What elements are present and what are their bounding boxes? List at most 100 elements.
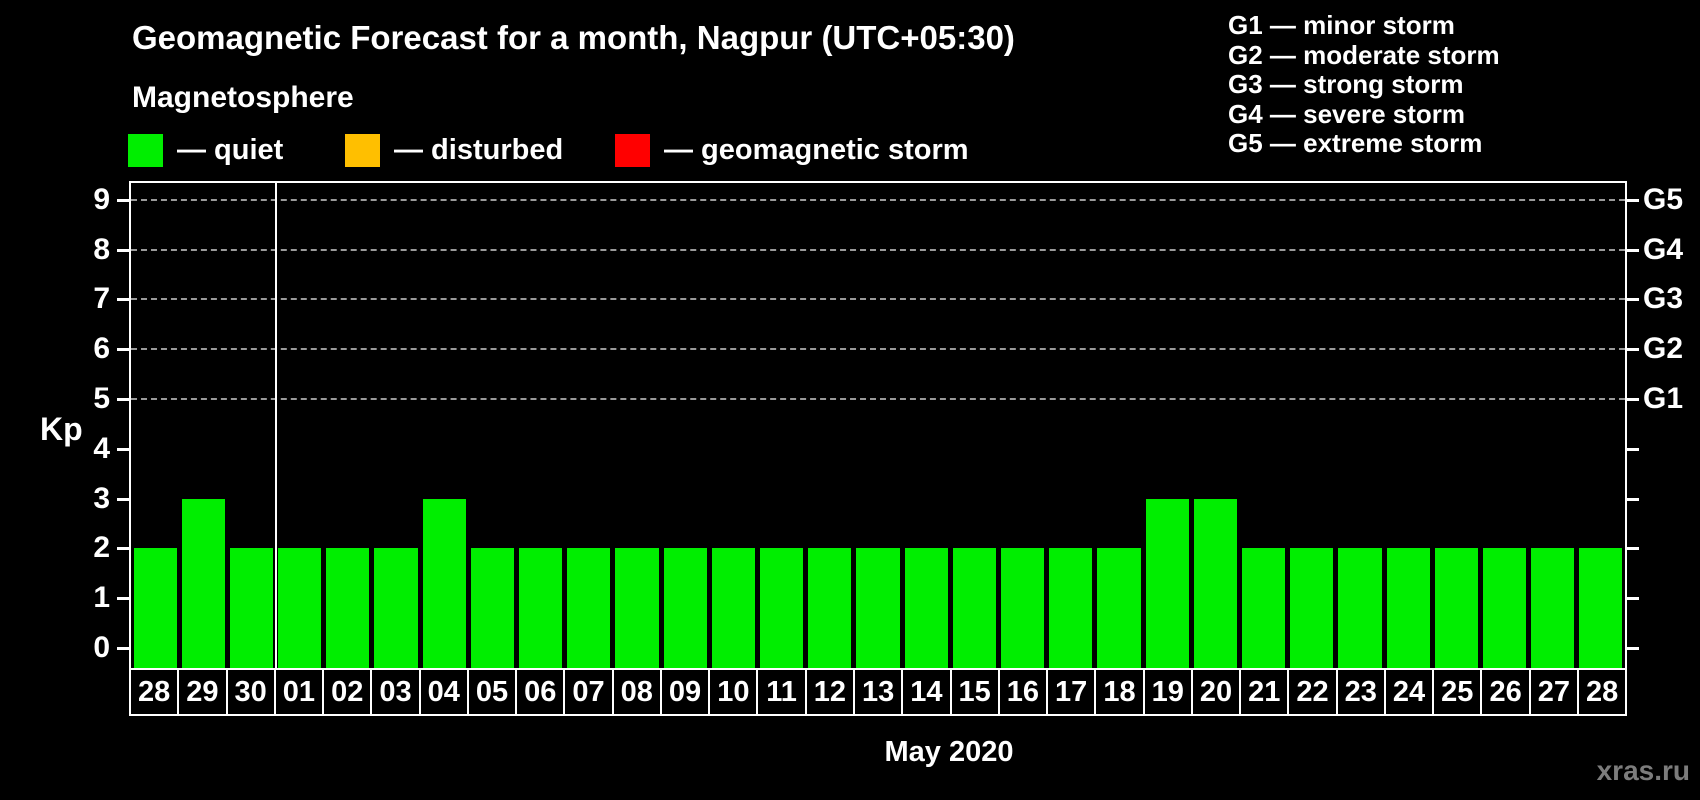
kp-bar (1049, 548, 1093, 668)
legend-label-geomagnetic-storm: — geomagnetic storm (664, 133, 969, 166)
right-axis-label-g4: G4 (1643, 232, 1684, 266)
legend-label-disturbed: — disturbed (394, 133, 564, 166)
right-axis-tick (1627, 547, 1639, 551)
right-axis-tick (1627, 198, 1639, 202)
kp-bar (904, 548, 948, 668)
storm-scale-legend: G1 — minor storm G2 — moderate storm G3 — … (1228, 10, 1500, 159)
y-axis-label: 5 (93, 382, 110, 415)
y-axis-tick (117, 298, 129, 302)
gridline-kp-8 (131, 248, 1625, 251)
kp-bar (278, 548, 322, 668)
disturbed-swatch (345, 133, 380, 167)
y-axis-label: 6 (93, 332, 110, 366)
day-label: 01 (273, 670, 322, 714)
right-axis-label-g2: G2 (1643, 332, 1684, 366)
right-axis-tick (1627, 248, 1639, 252)
y-axis-label: 2 (93, 531, 110, 565)
chart-title: Geomagnetic Forecast for a month, Nagpur… (132, 19, 1015, 56)
day-label: 12 (804, 670, 853, 714)
y-axis-title: Kp (40, 411, 83, 447)
day-label: 03 (370, 670, 418, 714)
x-axis-title: May 2020 (884, 736, 1014, 768)
kp-bar (326, 548, 370, 668)
y-axis-tick (117, 248, 129, 252)
kp-bar (1386, 548, 1430, 668)
day-label: 02 (322, 670, 370, 714)
kp-bar (1579, 548, 1623, 668)
right-axis-tick (1627, 647, 1639, 650)
y-axis-tick (117, 447, 129, 451)
day-label: 13 (852, 670, 901, 714)
right-axis-label-g3: G3 (1643, 282, 1684, 316)
y-axis-tick (117, 597, 129, 601)
kp-bar (808, 548, 852, 668)
geomagnetic-storm-swatch (615, 133, 650, 167)
y-axis-tick (117, 398, 129, 401)
storm-scale-line-3: G3 — strong storm (1228, 69, 1464, 100)
day-label: 24 (1383, 670, 1432, 714)
day-label: 30 (225, 670, 274, 714)
gridline-kp-7 (131, 298, 1625, 301)
y-axis-tick (117, 348, 129, 352)
legend-item-quiet: — quiet (128, 133, 283, 167)
day-label: 16 (997, 670, 1046, 714)
kp-bar (1097, 548, 1141, 668)
y-axis-label: 0 (93, 631, 110, 664)
day-label: 29 (177, 670, 225, 714)
storm-scale-line-4: G4 — severe storm (1228, 98, 1466, 129)
y-axis-label: 3 (93, 481, 110, 515)
kp-bar (567, 548, 611, 668)
kp-bar (519, 548, 563, 668)
kp-bar (663, 548, 707, 668)
kp-bar (1145, 498, 1189, 668)
kp-bar (229, 548, 274, 668)
right-axis-tick (1627, 597, 1639, 601)
month-separator-line (274, 183, 277, 668)
magnetosphere-label: Magnetosphere (132, 81, 354, 114)
right-axis-tick (1627, 348, 1639, 352)
day-label: 21 (1239, 670, 1287, 714)
y-axis-label: 8 (93, 232, 110, 266)
day-label: 06 (515, 670, 563, 714)
day-label: 19 (1142, 670, 1191, 714)
day-label: 25 (1432, 670, 1480, 714)
kp-bar (1290, 548, 1334, 668)
gridline-kp-6 (131, 348, 1625, 351)
quiet-swatch (128, 133, 163, 167)
gridline-kp-9 (131, 198, 1625, 201)
right-axis-label-g1: G1 (1643, 382, 1684, 415)
right-axis-tick (1627, 298, 1639, 302)
kp-bar (760, 548, 804, 668)
watermark: xras.ru (1596, 755, 1690, 786)
storm-scale-line-2: G2 — moderate storm (1228, 39, 1500, 70)
legend-label-quiet: — quiet (177, 133, 284, 166)
storm-scale-line-5: G5 — extreme storm (1228, 128, 1483, 159)
day-label: 23 (1335, 670, 1384, 714)
kp-bar (1531, 548, 1575, 668)
day-label: 08 (611, 670, 660, 714)
kp-bar (1482, 548, 1527, 668)
legend-item-disturbed: — disturbed (345, 133, 563, 167)
right-axis-label-g5: G5 (1643, 182, 1684, 216)
day-label: 18 (1094, 670, 1142, 714)
legend-item-geomagnetic-storm: — geomagnetic storm (615, 133, 969, 167)
kp-bar (1193, 498, 1237, 668)
day-label: 07 (563, 670, 611, 714)
kp-bar (1434, 548, 1478, 668)
plot-area (129, 181, 1627, 668)
kp-bar (181, 498, 225, 668)
day-label: 11 (756, 670, 804, 714)
day-label: 04 (418, 670, 467, 714)
y-axis-label: 7 (93, 282, 110, 316)
day-label: 26 (1480, 670, 1528, 714)
right-axis-tick (1627, 398, 1639, 401)
day-label: 14 (901, 670, 949, 714)
day-label: 22 (1287, 670, 1335, 714)
day-label: 27 (1528, 670, 1577, 714)
kp-bar (133, 548, 177, 668)
day-label: 05 (466, 670, 515, 714)
day-label: 28 (1576, 670, 1625, 714)
kp-bar (615, 548, 659, 668)
kp-bar (952, 548, 996, 668)
